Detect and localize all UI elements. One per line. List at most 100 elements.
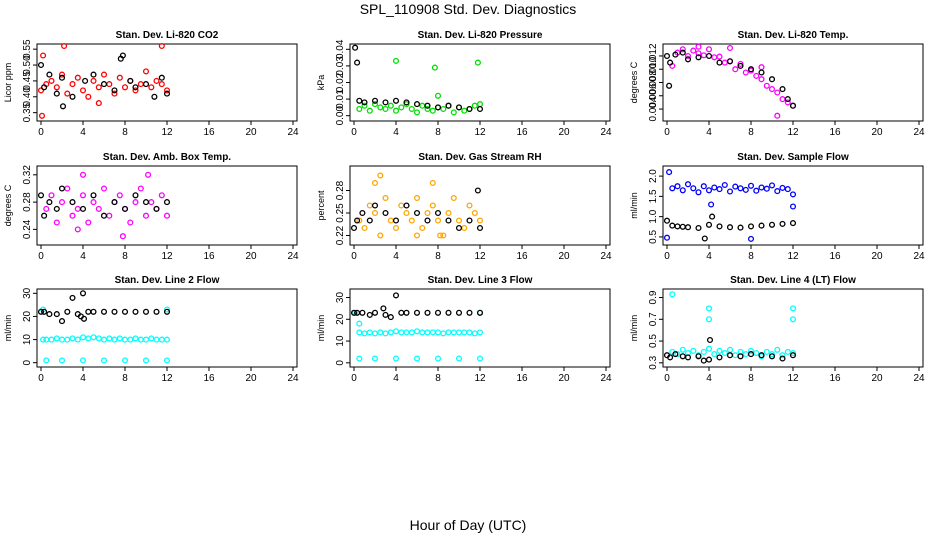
data-point [361,330,368,337]
data-point [705,46,713,53]
y-axis-label: ml/min [3,315,13,342]
data-point [408,105,415,113]
data-point [158,192,165,199]
data-point [43,357,50,364]
data-point [737,62,744,69]
data-point [85,219,92,226]
data-point [429,329,436,336]
data-point [476,101,484,108]
data-point [142,357,150,364]
data-point [64,336,71,343]
x-tick-label: 4 [80,251,86,262]
y-tick-label: 20 [22,310,33,322]
data-point [48,192,55,199]
data-point [758,69,765,76]
x-tick-label: 12 [787,373,799,384]
data-point [695,54,702,61]
x-tick-label: 20 [245,373,257,384]
data-point [667,59,674,66]
data-point [789,203,797,210]
data-point [53,90,60,97]
data-point [403,202,410,209]
panel-2: Stan. Dev. Li-820 Pressure 0 4 8 12 16 20 24 0.0… [316,30,612,138]
y-tick-label: 0.50 [22,55,33,75]
data-point [46,199,53,206]
panel-8: Stan. Dev. Line 3 Flow 0 4 8 12 16 20 24 0 10 20 30… [316,275,612,384]
data-point [445,309,452,316]
data-point [132,335,139,342]
data-point [142,308,150,315]
data-point [79,87,87,94]
data-point [413,194,421,202]
x-tick-label: 16 [829,373,841,384]
x-tick-label: 16 [516,127,528,138]
series-magenta [669,43,797,119]
data-point [424,217,431,224]
data-point [779,184,786,191]
data-point [163,87,171,94]
panel-5: Stan. Dev. Gas Stream RH 0 4 8 12 16 20 24 0.22 0… [316,152,612,262]
data-point [41,84,48,91]
data-point [377,172,384,179]
data-point [737,60,744,67]
data-point [100,212,108,219]
data-point [48,336,55,343]
x-tick-label: 0 [38,373,44,384]
x-tick-label: 16 [516,373,528,384]
data-point [768,76,776,83]
y-tick-label: 0.25 [335,203,346,223]
data-point [663,217,671,224]
y-tick-label: 0.55 [22,39,33,59]
data-point [726,352,734,359]
data-point [789,305,797,312]
data-point [705,345,713,352]
data-point [445,329,452,336]
series-red [37,42,171,119]
data-point [132,199,139,206]
data-point [111,308,118,315]
data-point [758,76,765,83]
x-tick-label: 16 [829,127,841,138]
data-point [758,222,765,229]
data-point [100,71,108,78]
data-point [763,185,770,192]
x-tick-label: 4 [393,373,399,384]
data-point [471,102,478,109]
data-point [74,205,81,212]
data-point [58,336,66,343]
y-tick-label: 0.32 [22,165,33,185]
plot-frame [349,288,611,368]
plot-frame [36,288,298,368]
x-tick-label: 16 [203,251,215,262]
data-point [419,102,426,109]
data-point [666,169,673,176]
x-tick-label: 16 [516,251,528,262]
x-tick-label: 20 [245,127,257,138]
data-point [784,348,791,355]
data-point [768,221,776,228]
data-point [669,291,676,298]
data-point [371,179,379,187]
data-point [419,329,426,336]
data-point [90,71,97,78]
series-cyan [352,309,484,362]
data-point [132,308,139,315]
panel-1: Stan. Dev. Li-820 CO2 0 4 8 12 16 20 24 0.350.40… [3,30,299,138]
data-point [121,205,129,212]
x-tick-label: 16 [203,127,215,138]
data-point [716,354,723,361]
data-point [142,336,150,343]
data-point [85,308,92,315]
data-point [158,81,165,88]
data-point [784,186,791,193]
data-point [106,81,113,88]
panel-3: Stan. Dev. Li-820 Temp.0 4 8 12 16 20 240.0040… [629,30,925,138]
data-point [784,96,791,103]
data-point [747,347,755,354]
data-point [148,199,155,206]
data-point [382,330,389,337]
series-green [356,57,484,116]
x-tick-label: 4 [80,373,86,384]
y-tick-label: 0 [335,360,346,366]
data-point [132,84,139,91]
